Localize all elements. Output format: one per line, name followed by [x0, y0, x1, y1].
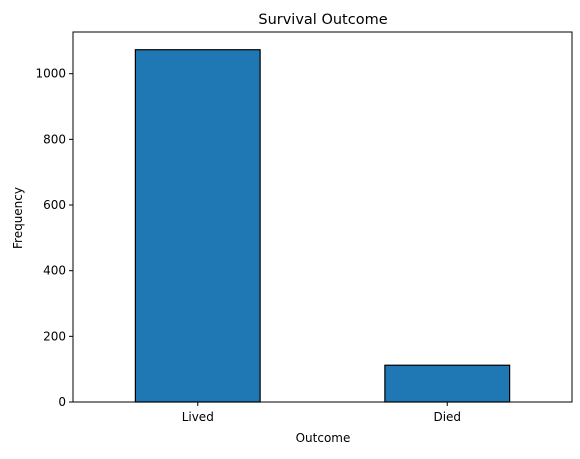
y-tick-label-200: 200 — [43, 329, 66, 343]
y-axis-label: Frequency — [11, 187, 25, 249]
x-axis-label: Outcome — [296, 431, 351, 445]
y-tick-label-0: 0 — [58, 395, 66, 409]
bar-lived — [134, 49, 261, 403]
bar-died — [384, 364, 511, 403]
x-tick-label-died: Died — [433, 410, 461, 424]
bars-layer — [134, 49, 511, 403]
axes-layer — [72, 31, 573, 403]
plot-frame — [72, 31, 573, 403]
y-tick-label-800: 800 — [43, 132, 66, 146]
y-tick-label-1000: 1000 — [35, 67, 66, 81]
y-tick-label-600: 600 — [43, 198, 66, 212]
x-tick-label-lived: Lived — [182, 410, 214, 424]
ticks-layer: Lived Died 0 200 400 600 800 1000 — [35, 67, 461, 424]
y-tick-label-400: 400 — [43, 264, 66, 278]
chart-title: Survival Outcome — [258, 12, 387, 28]
